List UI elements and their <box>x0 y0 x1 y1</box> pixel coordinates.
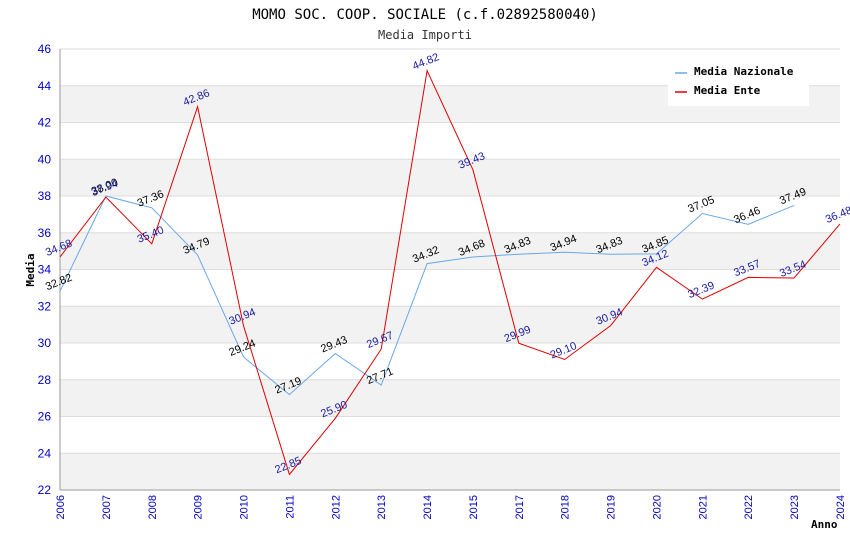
y-tick-label: 24 <box>38 446 52 460</box>
grid-band <box>60 453 840 490</box>
y-tick-label: 38 <box>38 189 52 203</box>
data-label-nazionale: 36.46 <box>732 205 762 226</box>
x-tick-labels: 2006 2007 2008 2009 2010 2011 2012 2013 2014 2015… <box>55 495 847 519</box>
y-tick-label: 46 <box>38 42 52 56</box>
grid-band <box>60 159 840 196</box>
y-tick-label: 44 <box>38 79 52 93</box>
chart-title: MOMO SOC. COOP. SOCIALE (c.f.02892580040… <box>252 7 598 23</box>
grid-band <box>60 306 840 343</box>
x-tick-label: 2017 <box>514 495 526 519</box>
x-tick-label: 2007 <box>101 495 113 519</box>
y-tick-labels: 22 24 26 28 30 32 34 36 38 40 42 44 46 <box>38 42 52 497</box>
x-tick-label: 2008 <box>147 495 159 519</box>
series-line-nazionale <box>59 195 795 396</box>
x-tick-label: 2011 <box>284 495 296 519</box>
y-tick-label: 34 <box>38 263 52 277</box>
y-tick-label: 26 <box>38 410 52 424</box>
y-tick-label: 32 <box>38 299 52 313</box>
y-tick-label: 36 <box>38 226 52 240</box>
x-tick-label: 2010 <box>239 495 251 519</box>
x-tick-label: 2014 <box>422 495 434 519</box>
data-label-ente: 44.82 <box>411 51 441 72</box>
y-tick-label: 40 <box>38 152 52 166</box>
data-label-nazionale: 37.05 <box>686 194 716 215</box>
grid-bands <box>60 85 840 490</box>
x-tick-label: 2009 <box>193 495 205 519</box>
x-axis-label: Anno <box>811 518 838 531</box>
data-label-ente: 36.48 <box>824 204 850 225</box>
x-tick-label: 2013 <box>376 495 388 519</box>
grid-band <box>60 379 840 417</box>
y-tick-label: 22 <box>38 483 52 497</box>
x-tick-label: 2019 <box>606 495 618 519</box>
legend-box <box>668 60 809 106</box>
legend-label-nazionale: Media Nazionale <box>694 65 794 78</box>
y-axis-label: Media <box>24 253 37 286</box>
series-lines <box>59 69 841 476</box>
x-tick-label: 2021 <box>697 495 709 519</box>
x-tick-label: 2006 <box>55 495 67 519</box>
y-tick-label: 30 <box>38 336 52 350</box>
legend: Media Nazionale Media Ente <box>668 60 809 106</box>
grid-band <box>60 232 840 270</box>
chart-subtitle: Media Importi <box>378 28 472 42</box>
x-tick-label: 2024 <box>835 495 847 519</box>
legend-label-ente: Media Ente <box>694 84 761 97</box>
x-tick-label: 2015 <box>468 495 480 519</box>
y-tick-label: 28 <box>38 373 52 387</box>
x-tick-label: 2023 <box>789 495 801 519</box>
x-tick-label: 2018 <box>560 495 572 519</box>
x-tick-label: 2012 <box>330 495 342 519</box>
series-line-ente <box>59 69 841 476</box>
x-tick-label: 2020 <box>651 495 663 519</box>
grid-lines <box>60 48 840 491</box>
x-tick-label: 2022 <box>743 495 755 519</box>
y-tick-label: 42 <box>38 116 52 130</box>
